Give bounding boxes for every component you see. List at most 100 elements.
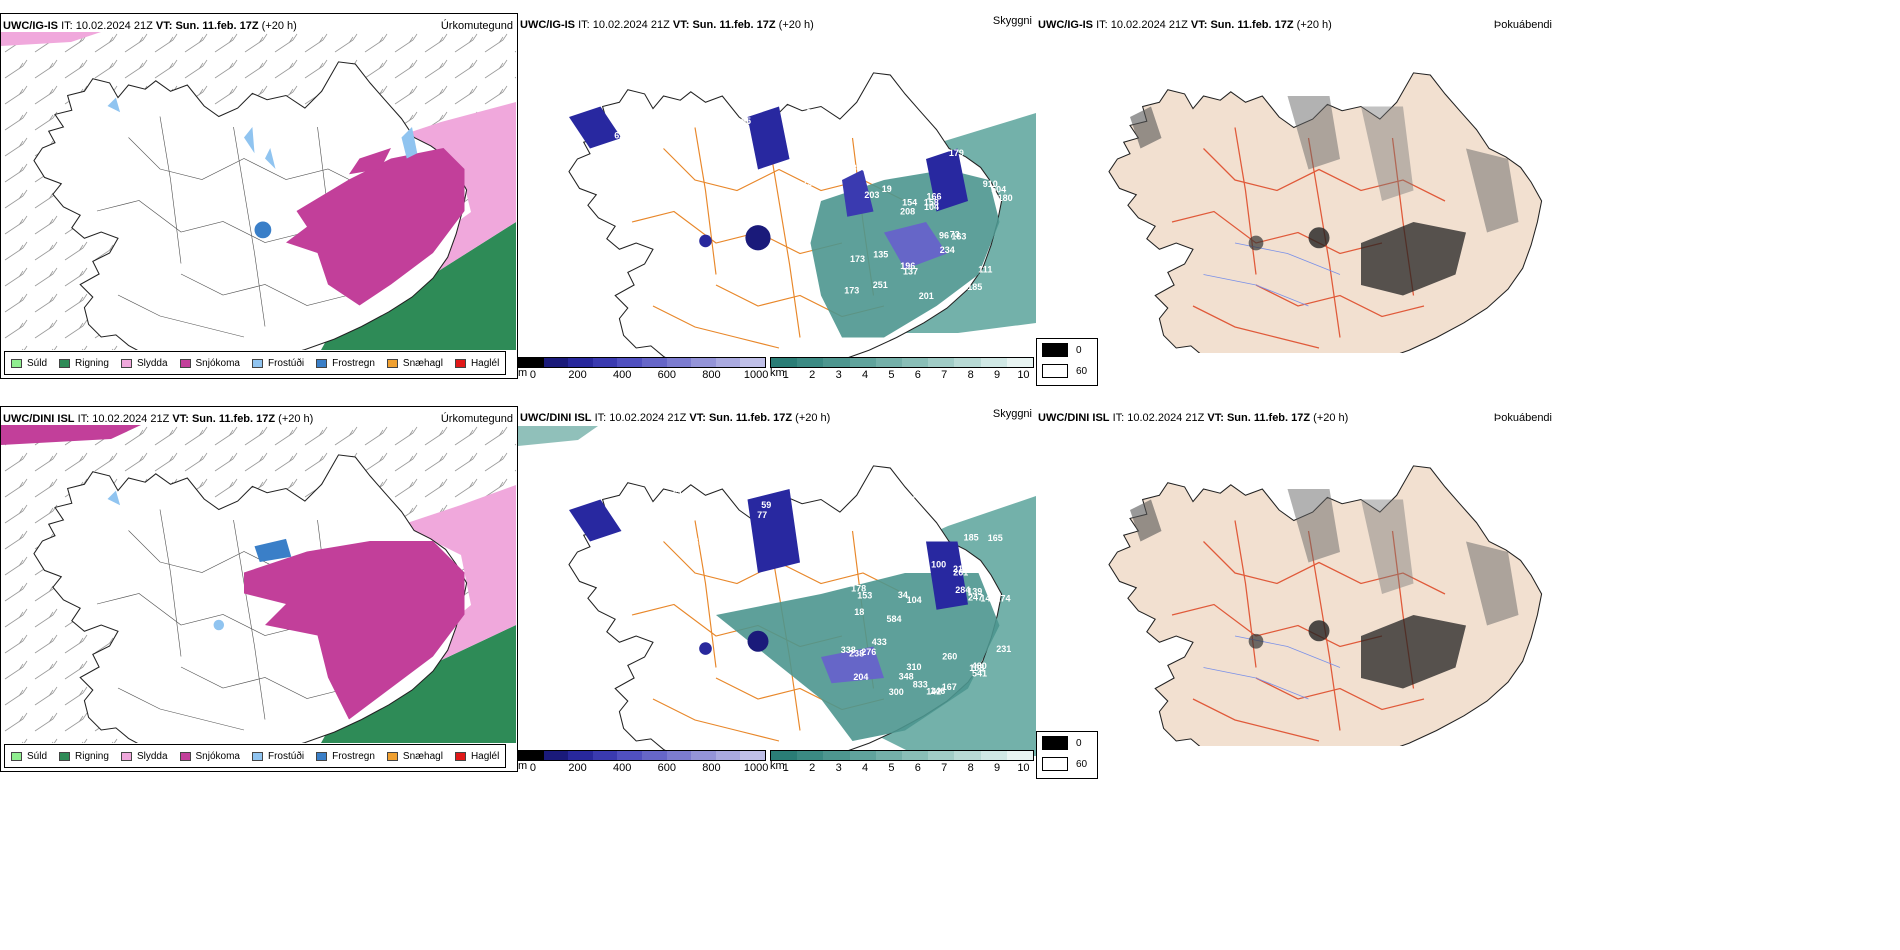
lead-time: (+20 h) <box>795 412 831 424</box>
colorbar-tick: 3 <box>835 369 842 381</box>
fog-legend-label: 0 <box>1076 344 1082 356</box>
panel-header: UWC/DINI ISL IT: 10.02.2024 21Z VT: Sun.… <box>1038 410 1552 426</box>
panel-header: UWC/IG-IS IT: 10.02.2024 21Z VT: Sun. 11… <box>3 18 513 34</box>
fog-legend-item: 60 <box>1042 364 1087 378</box>
it-label: IT: <box>1112 412 1125 424</box>
elevation-label: 338 <box>841 645 856 655</box>
legend-swatch <box>386 358 398 368</box>
visibility-colorbar: 1 2 3 4 5 6 7 8 9 10 km <box>770 357 1034 382</box>
colorbar-segment <box>797 751 824 760</box>
fog-legend-item: 0 <box>1042 736 1082 750</box>
colorbar-tick: 2 <box>809 369 816 381</box>
it-value: 10.02.2024 21Z <box>92 413 170 425</box>
panel-title: Þokuábendi <box>1493 412 1552 424</box>
colorbar-tick: 600 <box>657 369 676 381</box>
elevation-label: 18 <box>854 607 864 617</box>
fog-legend-swatch <box>1042 757 1068 771</box>
colorbar-segment <box>875 751 903 760</box>
colorbar-segment <box>568 358 593 367</box>
vt-label: VT: <box>689 412 706 424</box>
vt-value: Sun. 11.feb. 17Z <box>1210 19 1294 31</box>
colorbar-segment <box>875 358 903 367</box>
elevation-label: 251 <box>873 280 888 290</box>
fog-legend-label: 0 <box>1076 737 1082 749</box>
colorbar-tick: 9 <box>993 762 1001 774</box>
elevation-label: 187 <box>872 165 887 175</box>
fog-legend-item: 0 <box>1042 343 1082 357</box>
colorbar-segment <box>1006 751 1034 760</box>
sleet-area-east <box>331 102 516 332</box>
elevation-label: 179 <box>949 148 964 158</box>
panel-header: UWC/IG-IS IT: 10.02.2024 21Z VT: Sun. 11… <box>520 15 1032 33</box>
colorbar-tick: 400 <box>612 762 632 774</box>
elevation-label: 158 <box>924 198 939 208</box>
elevation-label: 137 <box>903 267 918 277</box>
legend-label: Frostúði <box>267 750 305 762</box>
height-unit: m <box>518 760 528 772</box>
legend-swatch <box>386 751 398 761</box>
precip-map <box>1 32 516 350</box>
colorbar-tick: 200 <box>568 762 587 774</box>
elevation-label: 103 <box>969 663 984 673</box>
colorbar-tick: 400 <box>612 369 632 381</box>
colorbar-tick: 4 <box>861 369 869 381</box>
elevation-label: 910 <box>983 179 998 189</box>
elevation-label: 68 <box>889 127 899 137</box>
legend-item: Snæhagl <box>386 358 443 369</box>
colorbar-segment <box>715 751 741 760</box>
colorbar-segment <box>519 358 544 367</box>
colorbar-segment <box>823 358 850 367</box>
elevation-label: 276 <box>861 647 876 657</box>
fog-legend-label: 60 <box>1076 365 1088 377</box>
fog-panel-1: UWC/IG-IS IT: 10.02.2024 21Z VT: Sun. 11… <box>1036 13 1556 386</box>
elevation-label: 55 <box>741 116 751 126</box>
elevation-label: 300 <box>889 687 904 697</box>
colorbar-tick: 9 <box>993 369 1001 381</box>
elevation-label: 201 <box>919 291 934 301</box>
it-value: 10.02.2024 21Z <box>75 20 153 32</box>
legend-swatch <box>179 358 191 368</box>
elevation-label: 61 <box>694 536 704 546</box>
colorbar-segment <box>823 751 850 760</box>
colorbar-segment <box>1006 358 1034 367</box>
colorbar-tick: 5 <box>888 762 895 774</box>
vt-label: VT: <box>1207 412 1224 424</box>
elevation-label: 229 <box>911 546 926 556</box>
elevation-label: 154 <box>902 197 917 207</box>
colorbar-tick: 4 <box>861 762 869 774</box>
elevation-label: 167 <box>942 682 957 692</box>
model-name: UWC/IG-IS <box>520 19 575 31</box>
elevation-label: 160 <box>881 506 896 516</box>
elevation-label: 84 <box>806 108 816 118</box>
panel-title: Úrkomutegund <box>440 20 513 32</box>
legend-item: Frostregn <box>316 751 375 762</box>
elevation-label: 153 <box>857 591 872 601</box>
legend-label: Snæhagl <box>402 750 443 762</box>
elevation-label: 261 <box>953 568 968 578</box>
height-colorbar: 0 200 400 600 800 1000 m <box>518 357 768 382</box>
elevation-label: 142 <box>980 594 995 604</box>
vt-label: VT: <box>672 19 690 31</box>
elevation-label: 231 <box>996 644 1011 654</box>
elevation-label: 358 <box>852 163 867 173</box>
elevation-label: 185 <box>967 282 982 292</box>
legend-label: Frostregn <box>332 750 375 762</box>
elevation-label: 310 <box>907 662 922 672</box>
elevation-label: 239 <box>883 525 898 535</box>
colorbar-segment <box>715 358 741 367</box>
lead-time: (+20 h) <box>1296 19 1332 31</box>
snow-area <box>243 541 465 720</box>
elevation-label: 165 <box>988 533 1003 543</box>
visibility-unit: km <box>770 367 785 379</box>
elevation-label: 142 <box>926 687 941 697</box>
elevation-label: 604 <box>902 141 917 151</box>
legend-label: Haglél <box>470 750 500 762</box>
it-label: IT: <box>77 413 90 425</box>
colorbar-segment <box>641 358 667 367</box>
snow-area <box>286 148 465 306</box>
colorbar-tick: 800 <box>702 369 721 381</box>
colorbar-segment <box>771 751 798 760</box>
colorbar-segment <box>666 751 692 760</box>
it-value: 10.02.2024 21Z <box>609 412 687 424</box>
